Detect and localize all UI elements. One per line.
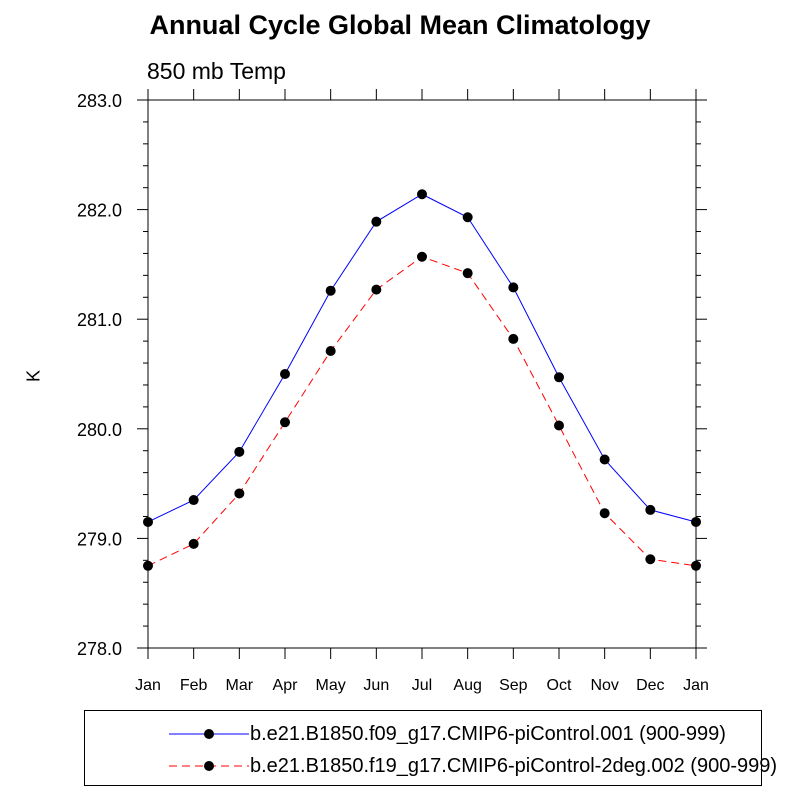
x-tick-label: Dec (636, 677, 664, 694)
x-tick-label: Sep (499, 677, 528, 694)
data-point (417, 251, 427, 262)
data-point (143, 516, 153, 527)
data-point (234, 446, 245, 457)
chart-subtitle: 850 mb Temp (147, 58, 286, 84)
x-tick-label: Apr (273, 677, 299, 694)
data-point (371, 216, 382, 227)
series-line-0 (147, 193, 697, 523)
data-point (554, 420, 564, 431)
data-point (508, 282, 519, 293)
data-point (599, 454, 610, 465)
chart-plot: 278.0 279.0 280.0 281.0 282.0 283.0 Jan Feb Mar A… (77, 89, 709, 694)
data-point (599, 508, 610, 519)
data-point (691, 560, 701, 571)
x-tick-label: Jan (683, 677, 709, 694)
legend-item-1: b.e21.B1850.f19_g17.CMIP6-piControl-2deg… (85, 751, 777, 781)
y-tick-label: 279.0 (77, 529, 122, 549)
data-point (462, 268, 473, 279)
data-point (325, 345, 336, 356)
y-tick-label: 278.0 (77, 639, 122, 659)
data-point (554, 372, 564, 383)
data-point (508, 333, 519, 344)
data-point (645, 504, 656, 515)
y-tick-label: 283.0 (77, 91, 122, 111)
legend-item-0: b.e21.B1850.f09_g17.CMIP6-piControl.001 … (85, 719, 761, 749)
x-tick-label: Feb (180, 677, 208, 694)
x-tick-label: Jan (135, 677, 161, 694)
x-tick-label: Oct (547, 677, 572, 694)
legend-marker-0 (204, 729, 214, 739)
legend-marker-1 (204, 761, 214, 771)
legend-label-0: b.e21.B1850.f09_g17.CMIP6-piControl.001 … (250, 723, 726, 745)
data-point (280, 417, 290, 428)
plot-frame (147, 99, 697, 649)
chart-title: Annual Cycle Global Mean Climatology (149, 10, 651, 40)
data-point (143, 560, 153, 571)
x-tick-label: Jun (363, 677, 389, 694)
data-point (234, 488, 245, 499)
data-point (325, 285, 336, 296)
data-point (645, 554, 656, 565)
x-tick-label: Mar (226, 677, 254, 694)
x-tick-label: Aug (453, 677, 481, 694)
data-point (188, 495, 199, 506)
data-point (691, 516, 701, 527)
legend-label-1: b.e21.B1850.f19_g17.CMIP6-piControl-2deg… (250, 755, 778, 777)
y-tick-label: 282.0 (77, 201, 122, 221)
data-point (417, 189, 427, 200)
x-tick-label: Jul (412, 677, 432, 694)
y-tick-label: 280.0 (77, 420, 122, 440)
legend: b.e21.B1850.f09_g17.CMIP6-piControl.001 … (84, 710, 777, 786)
data-point (371, 284, 382, 295)
x-tick-label: Nov (590, 677, 618, 694)
data-point (280, 369, 290, 379)
data-point (462, 212, 473, 223)
series-line-1 (147, 256, 697, 567)
y-tick-label: 281.0 (77, 310, 122, 330)
data-point (188, 538, 199, 549)
x-tick-label: May (316, 677, 346, 694)
